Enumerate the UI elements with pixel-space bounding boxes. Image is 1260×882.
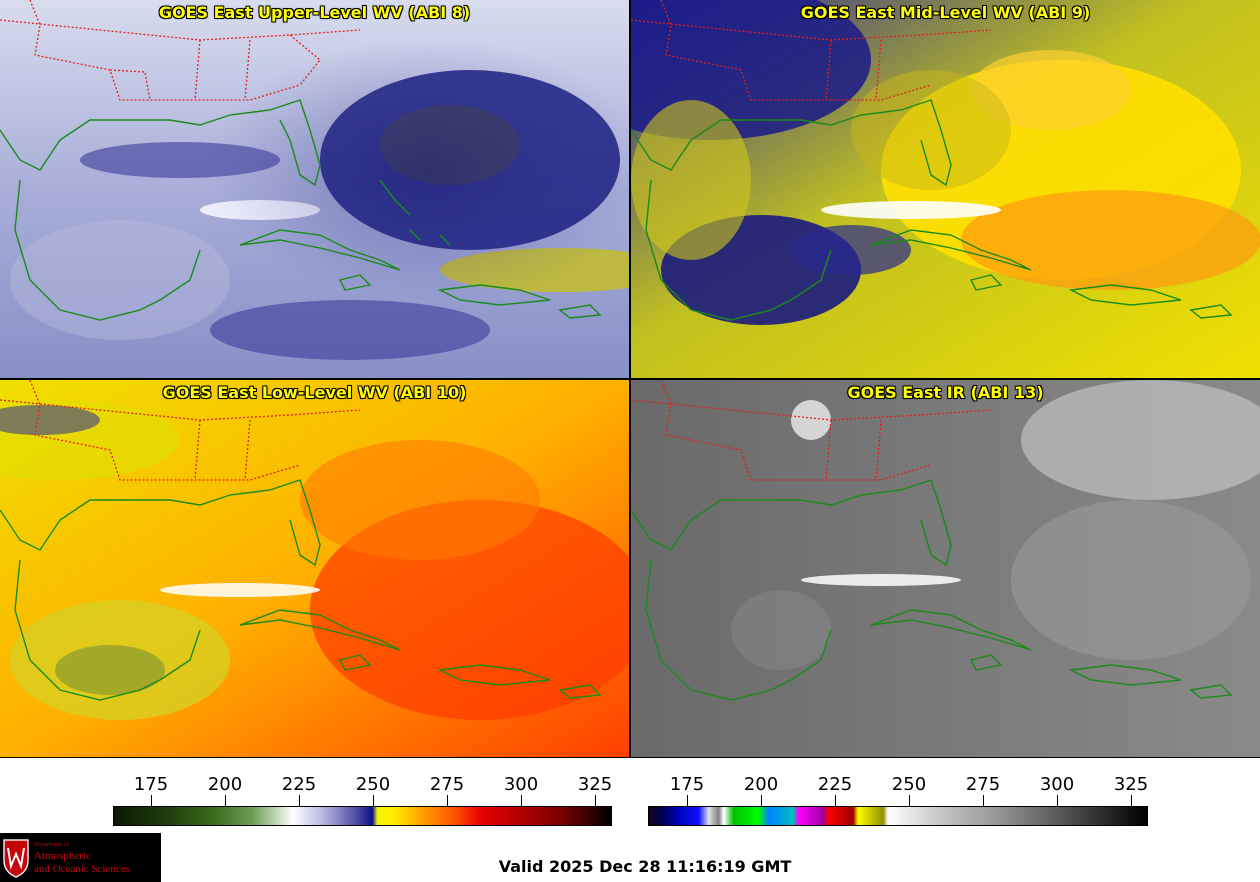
ir-tick-label: 175	[669, 774, 705, 795]
wv-tick-label: 175	[133, 774, 169, 795]
panel-title: GOES East Mid-Level WV (ABI 9)	[800, 3, 1091, 22]
ir-tick-mark	[835, 795, 836, 806]
wv-tick-mark	[299, 795, 300, 806]
wv-tick-label: 300	[503, 774, 539, 795]
wv-tick-mark	[595, 795, 596, 806]
ir-tick-mark	[983, 795, 984, 806]
wv-colorbar	[113, 806, 612, 826]
horizontal-divider	[0, 378, 1260, 380]
ir-tick-mark	[909, 795, 910, 806]
logo-dept-text: Department of	[34, 842, 69, 848]
ir-tick-label: 300	[1039, 774, 1075, 795]
logo-line-1: Atmospheric	[34, 850, 91, 862]
wv-tick-label: 250	[355, 774, 391, 795]
wv-tick-mark	[373, 795, 374, 806]
ir-image	[631, 380, 1260, 758]
ir-tick-label: 325	[1113, 774, 1149, 795]
low-level-wv-panel: GOES East Low-Level WV (ABI 10)	[0, 380, 629, 758]
wv-tick-mark	[151, 795, 152, 806]
panel-title: GOES East IR (ABI 13)	[847, 383, 1044, 402]
uw-crest-icon	[3, 839, 29, 878]
ir-panel: GOES East IR (ABI 13)	[631, 380, 1260, 758]
upper-level-wv-panel: GOES East Upper-Level WV (ABI 8)	[0, 0, 629, 378]
upper-level-wv-image	[0, 0, 629, 378]
panel-title: GOES East Low-Level WV (ABI 10)	[162, 383, 467, 402]
panel-title: GOES East Upper-Level WV (ABI 8)	[158, 3, 471, 22]
wv-tick-mark	[521, 795, 522, 806]
wv-tick-mark	[225, 795, 226, 806]
ir-tick-mark	[687, 795, 688, 806]
wv-tick-label: 275	[429, 774, 465, 795]
aos-logo[interactable]: Department of Atmospheric and Oceanic Sc…	[0, 833, 161, 882]
wv-tick-mark	[447, 795, 448, 806]
wv-tick-label: 325	[577, 774, 613, 795]
ir-tick-mark	[1057, 795, 1058, 806]
valid-time: Valid 2025 Dec 28 11:16:19 GMT	[498, 857, 792, 876]
ir-tick-label: 275	[965, 774, 1001, 795]
ir-colorbar	[648, 806, 1148, 826]
ir-tick-label: 200	[743, 774, 779, 795]
low-level-wv-image	[0, 380, 629, 758]
ir-tick-label: 225	[817, 774, 853, 795]
ir-tick-label: 250	[891, 774, 927, 795]
bottom-divider	[0, 757, 1260, 758]
mid-level-wv-panel: GOES East Mid-Level WV (ABI 9)	[631, 0, 1260, 378]
wv-tick-label: 200	[207, 774, 243, 795]
wv-tick-label: 225	[281, 774, 317, 795]
mid-level-wv-image	[631, 0, 1260, 378]
ir-tick-mark	[1131, 795, 1132, 806]
ir-tick-mark	[761, 795, 762, 806]
logo-line-2: and Oceanic Sciences	[34, 863, 130, 875]
